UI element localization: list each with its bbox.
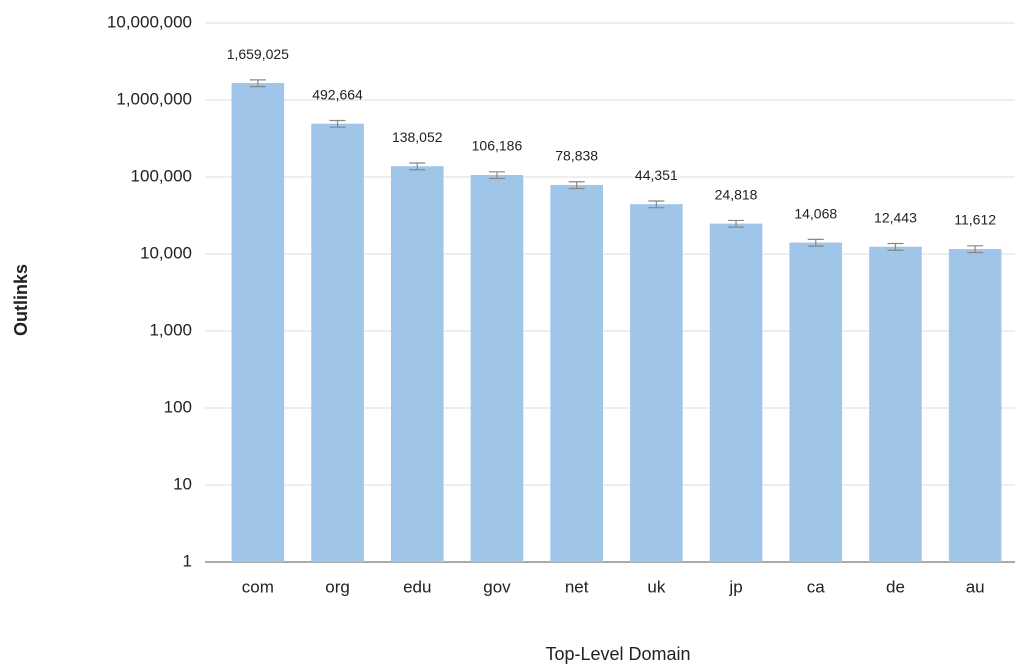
bar: [231, 83, 285, 563]
value-label: 24,818: [715, 186, 758, 202]
value-label: 11,612: [954, 212, 996, 228]
x-tick-label: uk: [647, 577, 665, 596]
value-label: 1,659,025: [227, 46, 289, 62]
x-axis-title: Top-Level Domain: [545, 644, 690, 664]
bar: [550, 184, 603, 562]
x-tick-label: com: [242, 577, 274, 596]
value-label: 14,068: [794, 205, 837, 221]
bar: [390, 166, 444, 562]
x-tick-label: edu: [403, 577, 431, 596]
y-tick-label: 1,000: [149, 320, 192, 339]
value-label: 44,351: [635, 167, 678, 183]
bar: [869, 246, 922, 562]
x-tick-label: ca: [807, 577, 826, 596]
y-tick-label: 100,000: [131, 166, 192, 185]
value-label: 12,443: [874, 209, 917, 225]
bar: [709, 223, 763, 562]
bar: [311, 123, 364, 562]
y-tick-label: 1: [183, 551, 192, 570]
y-tick-label: 10,000,000: [107, 12, 192, 31]
bar: [948, 249, 1002, 563]
bar: [470, 174, 524, 562]
value-label: 492,664: [312, 86, 363, 102]
value-label: 106,186: [472, 138, 523, 154]
x-tick-label: au: [966, 577, 985, 596]
x-tick-label: de: [886, 577, 905, 596]
bar: [630, 204, 683, 563]
x-tick-label: jp: [728, 577, 742, 596]
y-tick-label: 10: [173, 474, 192, 493]
y-tick-label: 10,000: [140, 243, 192, 262]
y-axis-title: Outlinks: [11, 264, 31, 336]
x-tick-label: org: [325, 577, 350, 596]
value-label: 138,052: [392, 129, 443, 145]
bar: [789, 242, 843, 562]
y-tick-label: 1,000,000: [116, 89, 192, 108]
x-tick-label: net: [565, 577, 589, 596]
x-tick-label: gov: [483, 577, 511, 596]
value-label: 78,838: [555, 148, 598, 164]
y-tick-label: 100: [164, 397, 192, 416]
